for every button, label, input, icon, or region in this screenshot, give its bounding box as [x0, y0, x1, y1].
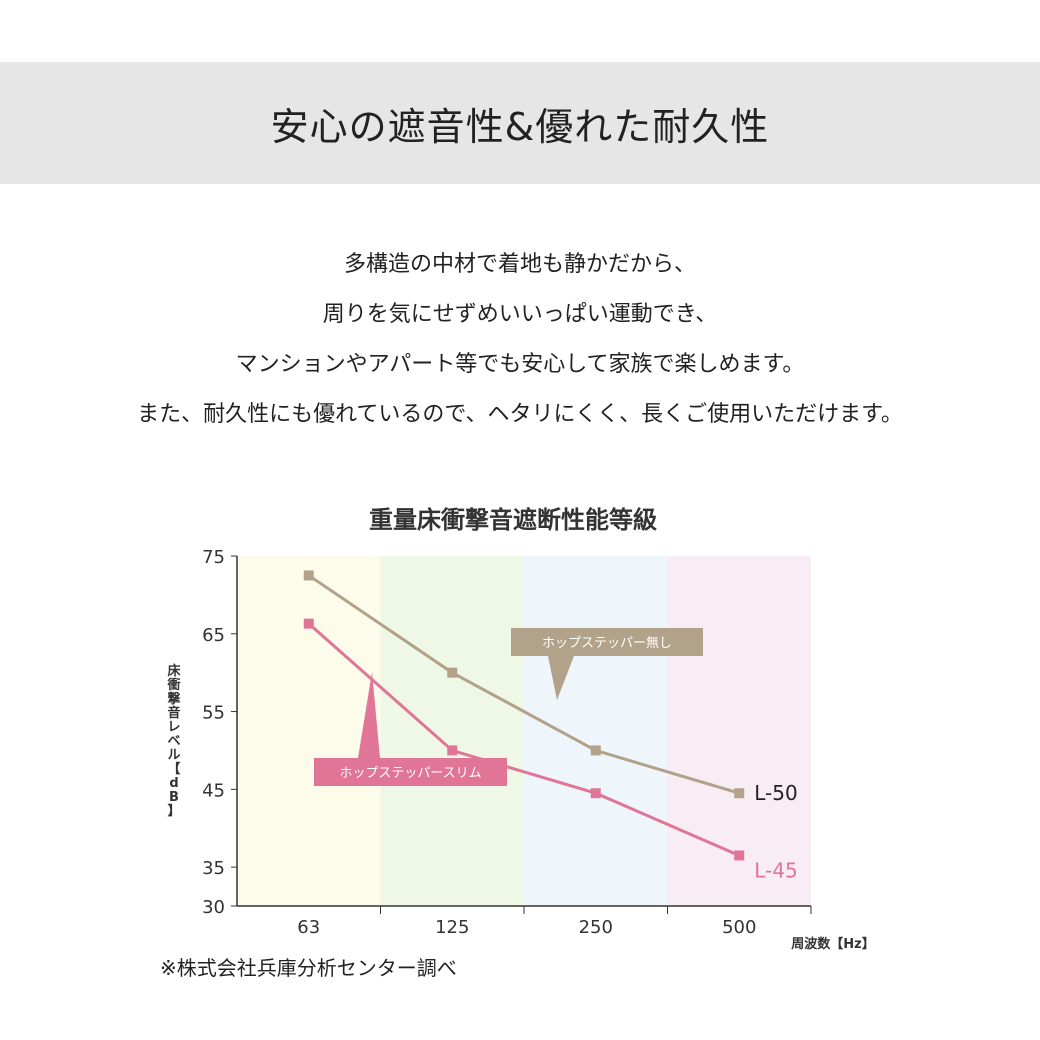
- y-tick-label: 65: [202, 625, 225, 646]
- frequency-band: [524, 556, 668, 906]
- y-tick-label: 75: [202, 547, 225, 568]
- description: 多構造の中材で着地も静かだから、 周りを気にせずめいいっぱい運動でき、 マンショ…: [0, 240, 1040, 440]
- frequency-band: [237, 556, 381, 906]
- series-end-label: L-50: [754, 781, 797, 805]
- y-tick-label: 55: [202, 703, 225, 724]
- y-tick-label: 35: [202, 858, 225, 879]
- data-point: [734, 788, 745, 799]
- description-line: また、耐久性にも優れているので、ヘタリにくく、長くご使用いただけます。: [137, 402, 903, 427]
- y-tick-label: 45: [202, 780, 225, 801]
- x-tick-label: 63: [297, 917, 320, 938]
- series-end-label: L-45: [754, 858, 797, 882]
- footnote: ※株式会社兵庫分析センター調べ: [160, 956, 457, 980]
- title-banner: 安心の遮音性&優れた耐久性: [0, 62, 1040, 184]
- description-line: 多構造の中材で着地も静かだから、: [343, 252, 696, 277]
- series-name-label: ホップステッパースリム: [339, 766, 481, 781]
- y-axis-label: 床衝撃音レベル【 d B】: [166, 663, 181, 819]
- page-title: 安心の遮音性&優れた耐久性: [270, 104, 770, 149]
- x-tick-label: 500: [722, 917, 756, 938]
- callout-pointer: [548, 656, 574, 700]
- data-point: [303, 618, 314, 629]
- frequency-band: [380, 556, 524, 906]
- data-point: [447, 745, 458, 756]
- x-tick-label: 250: [579, 917, 613, 938]
- series-name-label: ホップステッパー無し: [542, 636, 672, 651]
- data-point: [447, 667, 458, 678]
- series-line: [307, 622, 740, 857]
- chart-title: 重量床衝撃音遮断性能等級: [369, 506, 657, 534]
- frequency-band: [667, 556, 811, 906]
- x-tick-label: 125: [435, 917, 469, 938]
- x-axis-label: 周波数【Hz】: [791, 936, 874, 952]
- data-point: [734, 850, 745, 861]
- data-point: [590, 745, 601, 756]
- description-line: マンションやアパート等でも安心して家族で楽しめます。: [235, 352, 805, 377]
- series-callout: [511, 628, 703, 656]
- y-tick-label: 30: [202, 897, 225, 918]
- callout-pointer: [358, 672, 380, 758]
- data-point: [590, 788, 601, 799]
- series-callout: [314, 758, 507, 786]
- description-line: 周りを気にせずめいいっぱい運動でき、: [322, 302, 718, 327]
- data-point: [303, 570, 314, 581]
- series-line: [307, 574, 740, 795]
